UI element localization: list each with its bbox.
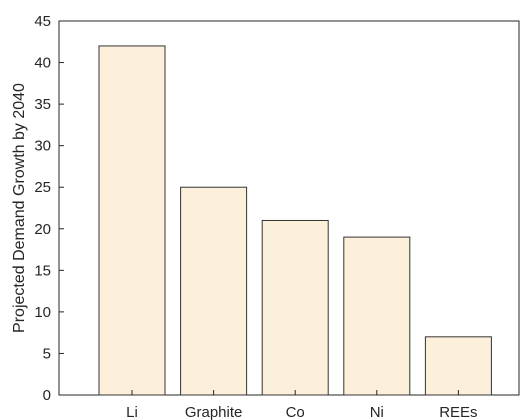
bar-li (98, 45, 166, 396)
y-tick-label: 45 (34, 13, 51, 30)
x-tick-label: Co (286, 404, 305, 420)
y-tick-label: 40 (34, 55, 51, 72)
bar-ni (343, 236, 411, 396)
y-tick-label: 25 (34, 179, 51, 196)
y-tick-label: 30 (34, 138, 51, 155)
bar-rees (424, 336, 492, 396)
x-tick-label: Ni (370, 404, 384, 420)
y-tick-label: 15 (34, 262, 51, 279)
x-tick-label: Graphite (185, 404, 243, 420)
x-tick-label: Li (126, 404, 138, 420)
bar-co (261, 219, 329, 396)
y-axis: 0 5 10 15 20 25 30 35 40 45 (34, 13, 64, 404)
bars (98, 45, 492, 396)
x-axis: Li Graphite Co Ni REEs (126, 390, 478, 420)
y-tick-label: 5 (43, 345, 51, 362)
y-tick-label: 10 (34, 304, 51, 321)
y-axis-label: Projected Demand Growth by 2040 (11, 83, 28, 333)
x-tick-label: REEs (439, 404, 477, 420)
y-tick-label: 35 (34, 96, 51, 113)
y-tick-label: 20 (34, 221, 51, 238)
y-tick-label: 0 (43, 387, 51, 404)
bar-graphite (180, 186, 248, 396)
